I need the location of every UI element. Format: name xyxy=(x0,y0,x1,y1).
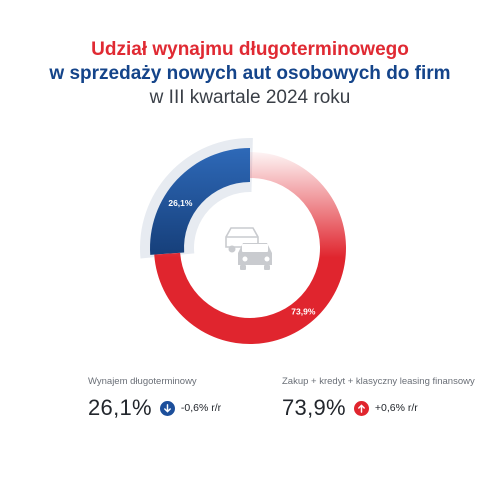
stat-change: -0,6% r/r xyxy=(180,402,222,414)
stat-value: 73,9% xyxy=(282,395,346,420)
slice-label: 26,1% xyxy=(168,198,193,208)
title-line-1: Udział wynajmu długoterminowego xyxy=(91,39,409,60)
chart-title: Udział wynajmu długoterminowego w sprzed… xyxy=(0,38,500,110)
stat-label: Wynajem długoterminowy xyxy=(88,376,197,387)
stat-zakup: Zakup + kredyt + klasyczny leasing finan… xyxy=(282,376,475,421)
donut-chart: 26,1% 73,9% xyxy=(140,138,346,344)
cars-icon xyxy=(225,227,272,270)
stat-wynajem: Wynajem długoterminowy 26,1% -0,6% r/r xyxy=(88,376,221,421)
slice-label: 73,9% xyxy=(291,307,316,317)
stat-change: +0,6% r/r xyxy=(374,402,418,414)
title-line-3: w III kwartale 2024 roku xyxy=(149,87,351,108)
slice-wynajem xyxy=(150,148,250,255)
arrow-up-icon xyxy=(353,400,369,416)
title-line-2: w sprzedaży nowych aut osobowych do firm xyxy=(49,63,451,84)
stat-label: Zakup + kredyt + klasyczny leasing finan… xyxy=(282,376,475,387)
stat-value: 26,1% xyxy=(88,395,152,420)
arrow-down-icon xyxy=(159,400,175,416)
